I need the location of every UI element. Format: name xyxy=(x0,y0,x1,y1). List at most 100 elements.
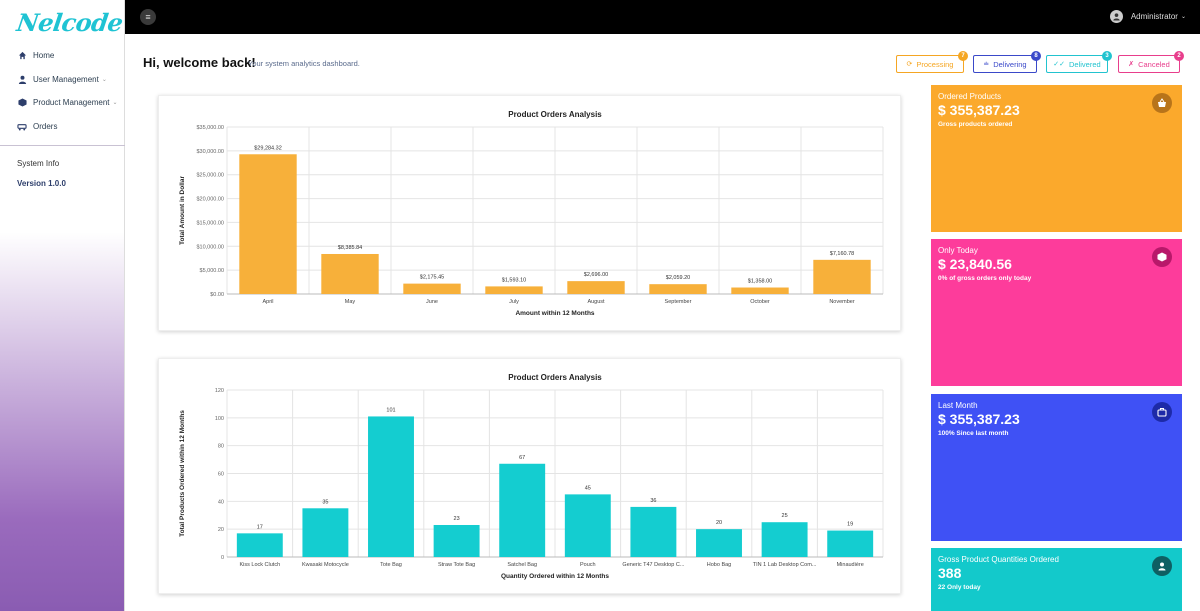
status-label: Delivering xyxy=(993,59,1027,69)
chevron-down-icon: ⌄ xyxy=(112,100,118,107)
x-tick-label: June xyxy=(426,299,438,305)
data-label: 45 xyxy=(585,485,591,491)
y-tick-label: $15,000.00 xyxy=(196,220,224,226)
only-today-tile[interactable]: Only Today $ 23,840.56 0% of gross order… xyxy=(931,239,1182,386)
cancel-icon: ✗ xyxy=(1128,61,1135,68)
chevron-down-icon: ⌄ xyxy=(1180,14,1186,20)
y-tick-label: $5,000.00 xyxy=(200,268,224,274)
data-label: 101 xyxy=(386,407,395,413)
tile-value: $ 355,387.23 xyxy=(938,411,1020,427)
x-tick-label: April xyxy=(262,299,273,305)
sidebar-item-user-management[interactable]: User Management ⌄ xyxy=(0,68,125,92)
tile-subtext: 100% Since last month xyxy=(938,430,1009,437)
status-label: Canceled xyxy=(1138,59,1170,69)
data-label: $8,385.84 xyxy=(338,245,362,251)
bar xyxy=(696,529,742,557)
sidebar-item-orders[interactable]: Orders xyxy=(0,115,125,139)
count-badge: 3 xyxy=(1102,51,1112,61)
sidebar-item-label: User Management xyxy=(33,74,99,84)
sidebar: Nelcode Home User Management ⌄ Product M… xyxy=(0,0,125,611)
sidebar-item-product-management[interactable]: Product Management ⌄ xyxy=(0,91,125,115)
data-label: 36 xyxy=(650,498,656,504)
user-menu[interactable]: Administrator ⌄ xyxy=(1109,10,1186,23)
briefcase-icon xyxy=(1152,402,1172,422)
data-label: $2,175.45 xyxy=(420,275,444,281)
y-tick-label: 20 xyxy=(218,527,224,533)
x-tick-label: October xyxy=(750,299,770,305)
sidebar-item-label: Product Management xyxy=(33,98,110,108)
bar xyxy=(302,508,349,557)
x-tick-label: Tote Bag xyxy=(380,562,402,568)
y-tick-label: $10,000.00 xyxy=(196,244,224,250)
data-label: $2,059.20 xyxy=(666,275,690,281)
bar xyxy=(630,506,677,557)
data-label: 23 xyxy=(454,516,460,522)
data-label: 19 xyxy=(847,522,853,528)
bar xyxy=(368,416,414,557)
bar xyxy=(485,286,543,294)
y-tick-label: $0.00 xyxy=(210,292,224,298)
x-axis-label: Quantity Ordered within 12 Months xyxy=(501,573,609,580)
sidebar-nav: Home User Management ⌄ Product Managemen… xyxy=(0,44,125,138)
status-label: Delivered xyxy=(1069,59,1101,69)
tile-value: 388 xyxy=(938,565,962,581)
cube-icon xyxy=(1152,247,1172,267)
bar xyxy=(499,463,546,557)
data-label: 25 xyxy=(782,513,788,519)
tile-label: Last Month xyxy=(938,401,978,410)
bar xyxy=(813,259,871,294)
home-icon xyxy=(17,51,27,61)
x-tick-label: September xyxy=(665,299,692,305)
data-label: $2,696.00 xyxy=(584,272,608,278)
bar xyxy=(239,154,297,294)
y-tick-label: 0 xyxy=(221,555,224,561)
spinner-icon: ⟳ xyxy=(906,61,913,68)
data-label: 35 xyxy=(322,499,328,505)
y-tick-label: 100 xyxy=(215,416,224,422)
canceled-filter-button[interactable]: ✗ Canceled 2 xyxy=(1118,51,1184,73)
ordered-products-tile[interactable]: Ordered Products $ 355,387.23 Gross prod… xyxy=(931,85,1182,232)
delivering-filter-button[interactable]: ≐ Delivering 8 xyxy=(973,51,1041,73)
sidebar-item-label: Home xyxy=(33,51,55,61)
delivered-filter-button[interactable]: ✓✓ Delivered 3 xyxy=(1046,51,1112,73)
last-month-tile[interactable]: Last Month $ 355,387.23 100% Since last … xyxy=(931,394,1182,541)
tile-label: Gross Product Quantities Ordered xyxy=(938,555,1059,564)
app-logo[interactable]: Nelcode xyxy=(14,8,125,37)
bar xyxy=(731,287,789,294)
system-info-link[interactable]: System Info xyxy=(17,159,60,168)
revenue-chart-card: Product Orders Analysis $0.00 $5,000.00 $10… xyxy=(158,95,901,331)
tile-subtext: Gross products ordered xyxy=(938,121,1013,128)
quantity-bar-chart: Product Orders Analysis 0 20 40 60 80 100 120 17… xyxy=(179,373,884,580)
bar xyxy=(649,284,707,294)
bar xyxy=(761,522,808,557)
x-tick-label: Straw Tote Bag xyxy=(438,562,475,568)
status-label: Processing xyxy=(916,59,954,69)
count-badge: 2 xyxy=(1174,51,1184,61)
bar xyxy=(321,253,379,294)
bar xyxy=(403,283,461,294)
user-icon xyxy=(17,74,27,84)
user-circle-icon xyxy=(1152,556,1172,576)
x-tick-label: Generic T47 Desktop C... xyxy=(622,562,684,568)
user-name: Administrator xyxy=(1130,12,1178,21)
tile-subtext: 22 Only today xyxy=(938,584,981,591)
y-tick-label: 80 xyxy=(218,444,224,450)
menu-toggle-button[interactable]: ≡ xyxy=(140,9,156,25)
x-tick-label: Kwasaki Motocycle xyxy=(302,562,349,568)
data-label: 17 xyxy=(257,524,263,530)
x-tick-label: Minaudière xyxy=(837,562,864,568)
y-tick-label: $20,000.00 xyxy=(196,197,224,203)
sidebar-divider xyxy=(0,145,125,146)
bar xyxy=(827,530,874,557)
y-axis-label: Total Products Ordered within 12 Months xyxy=(179,410,186,537)
gross-quantities-tile[interactable]: Gross Product Quantities Ordered 388 22 … xyxy=(931,548,1182,611)
data-label: $29,284.32 xyxy=(254,145,282,151)
sidebar-item-home[interactable]: Home xyxy=(0,44,125,68)
bar xyxy=(433,524,480,557)
bar xyxy=(567,281,625,294)
tile-value: $ 23,840.56 xyxy=(938,256,1012,272)
tile-label: Ordered Products xyxy=(938,92,1002,101)
data-label: $1,358.00 xyxy=(748,279,772,285)
y-axis-label: Total Amount in Dollar xyxy=(179,176,186,245)
processing-filter-button[interactable]: ⟳ Processing 7 xyxy=(896,51,968,73)
